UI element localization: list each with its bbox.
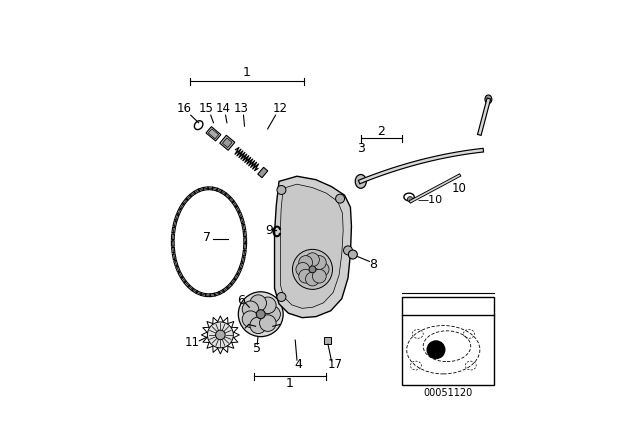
Circle shape: [242, 301, 259, 318]
Text: 2: 2: [378, 125, 385, 138]
Circle shape: [264, 306, 280, 323]
Circle shape: [309, 266, 316, 273]
Text: 15: 15: [199, 103, 214, 116]
Polygon shape: [275, 176, 351, 318]
Circle shape: [348, 250, 357, 259]
Circle shape: [250, 295, 266, 311]
Text: 3: 3: [357, 142, 365, 155]
Text: 5: 5: [253, 342, 261, 355]
Text: 9: 9: [266, 224, 273, 237]
Text: 10: 10: [452, 182, 467, 195]
Circle shape: [216, 330, 225, 340]
Circle shape: [292, 250, 333, 289]
Ellipse shape: [355, 174, 366, 188]
Text: 1: 1: [286, 377, 294, 390]
Circle shape: [207, 322, 234, 348]
Circle shape: [312, 269, 326, 283]
Circle shape: [299, 269, 312, 283]
Text: 16: 16: [176, 103, 191, 116]
Circle shape: [305, 253, 319, 267]
Circle shape: [256, 310, 265, 319]
Text: 6: 6: [237, 294, 245, 307]
Circle shape: [407, 197, 413, 202]
Circle shape: [312, 256, 326, 269]
Circle shape: [260, 315, 276, 332]
Circle shape: [305, 272, 319, 286]
Polygon shape: [280, 184, 343, 308]
Circle shape: [242, 311, 259, 327]
Text: 4: 4: [295, 358, 303, 371]
Text: 8: 8: [369, 258, 378, 271]
Circle shape: [250, 317, 266, 334]
Circle shape: [260, 297, 276, 314]
Text: 12: 12: [272, 103, 287, 116]
Bar: [402, 297, 493, 385]
Text: 00051120: 00051120: [423, 388, 472, 397]
Circle shape: [238, 292, 283, 336]
Circle shape: [344, 246, 353, 255]
Polygon shape: [220, 135, 235, 150]
Text: 13: 13: [234, 103, 248, 116]
Circle shape: [427, 341, 445, 358]
Circle shape: [316, 263, 329, 276]
Text: 14: 14: [215, 103, 230, 116]
Polygon shape: [208, 129, 219, 139]
Circle shape: [277, 185, 286, 194]
Polygon shape: [324, 337, 331, 344]
Polygon shape: [258, 167, 268, 178]
Text: 1: 1: [243, 66, 251, 79]
Ellipse shape: [485, 95, 492, 103]
Circle shape: [277, 293, 286, 302]
Text: 7: 7: [203, 231, 211, 244]
Polygon shape: [206, 127, 221, 141]
Polygon shape: [223, 138, 232, 148]
Circle shape: [296, 263, 310, 276]
Circle shape: [335, 194, 344, 203]
Text: —10: —10: [417, 195, 442, 205]
Text: 17: 17: [328, 358, 342, 371]
Circle shape: [299, 256, 312, 269]
Text: 11: 11: [184, 336, 199, 349]
